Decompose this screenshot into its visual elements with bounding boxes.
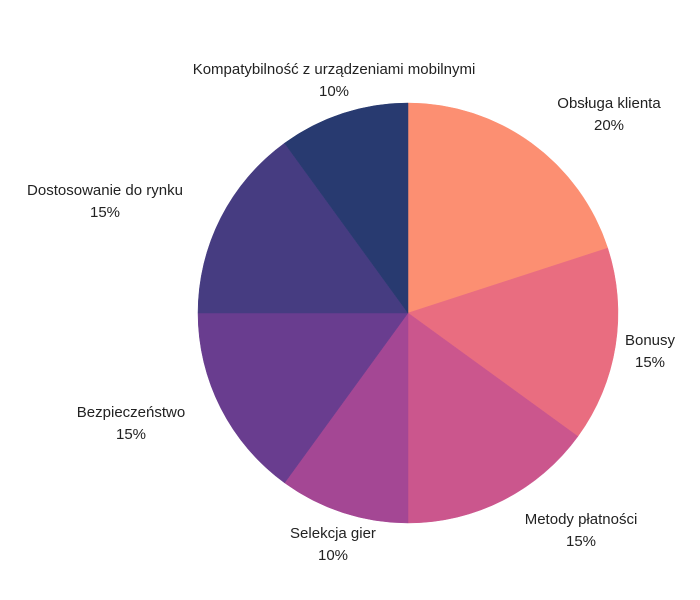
slice-label-value: 15% <box>634 354 666 371</box>
slice-label-name: Bezpieczeństwo <box>76 404 186 421</box>
pie-slice <box>197 312 409 484</box>
pie-slice <box>284 312 409 524</box>
slice-label-value: 15% <box>115 426 147 443</box>
slice-label-kompatybilnosc: Kompatybilność z urządzeniami mobilnymi … <box>193 59 476 103</box>
pie-slice <box>407 247 619 437</box>
slice-label-name: Metody płatności <box>524 511 638 528</box>
slice-label-value: 15% <box>565 533 597 550</box>
pie-slice <box>284 102 409 314</box>
slice-label-metody-platnosci: Metody płatności 15% <box>525 509 638 553</box>
pie-slice <box>407 102 609 314</box>
slice-label-name: Bonusy <box>624 332 676 349</box>
slice-label-value: 10% <box>318 83 350 100</box>
slice-label-bezpieczenstwo: Bezpieczeństwo 15% <box>77 402 185 446</box>
slice-label-name: Selekcja gier <box>290 525 376 542</box>
slice-label-name: Obsługa klienta <box>557 95 661 112</box>
pie-slice <box>407 312 579 524</box>
slice-label-name: Dostosowanie do rynku <box>27 182 183 199</box>
slice-label-value: 20% <box>593 117 625 134</box>
slice-label-dostosowanie-do-rynku: Dostosowanie do rynku 15% <box>27 180 183 224</box>
slice-label-selekcja-gier: Selekcja gier 10% <box>290 523 376 567</box>
pie-slices <box>197 102 619 524</box>
slice-label-value: 15% <box>89 204 121 221</box>
slice-label-bonusy: Bonusy 15% <box>625 330 675 374</box>
slice-label-obsluga-klienta: Obsługa klienta 20% <box>557 93 660 137</box>
pie-slice <box>197 142 409 314</box>
slice-label-name: Kompatybilność z urządzeniami mobilnymi <box>192 61 476 78</box>
slice-label-value: 10% <box>317 547 349 564</box>
